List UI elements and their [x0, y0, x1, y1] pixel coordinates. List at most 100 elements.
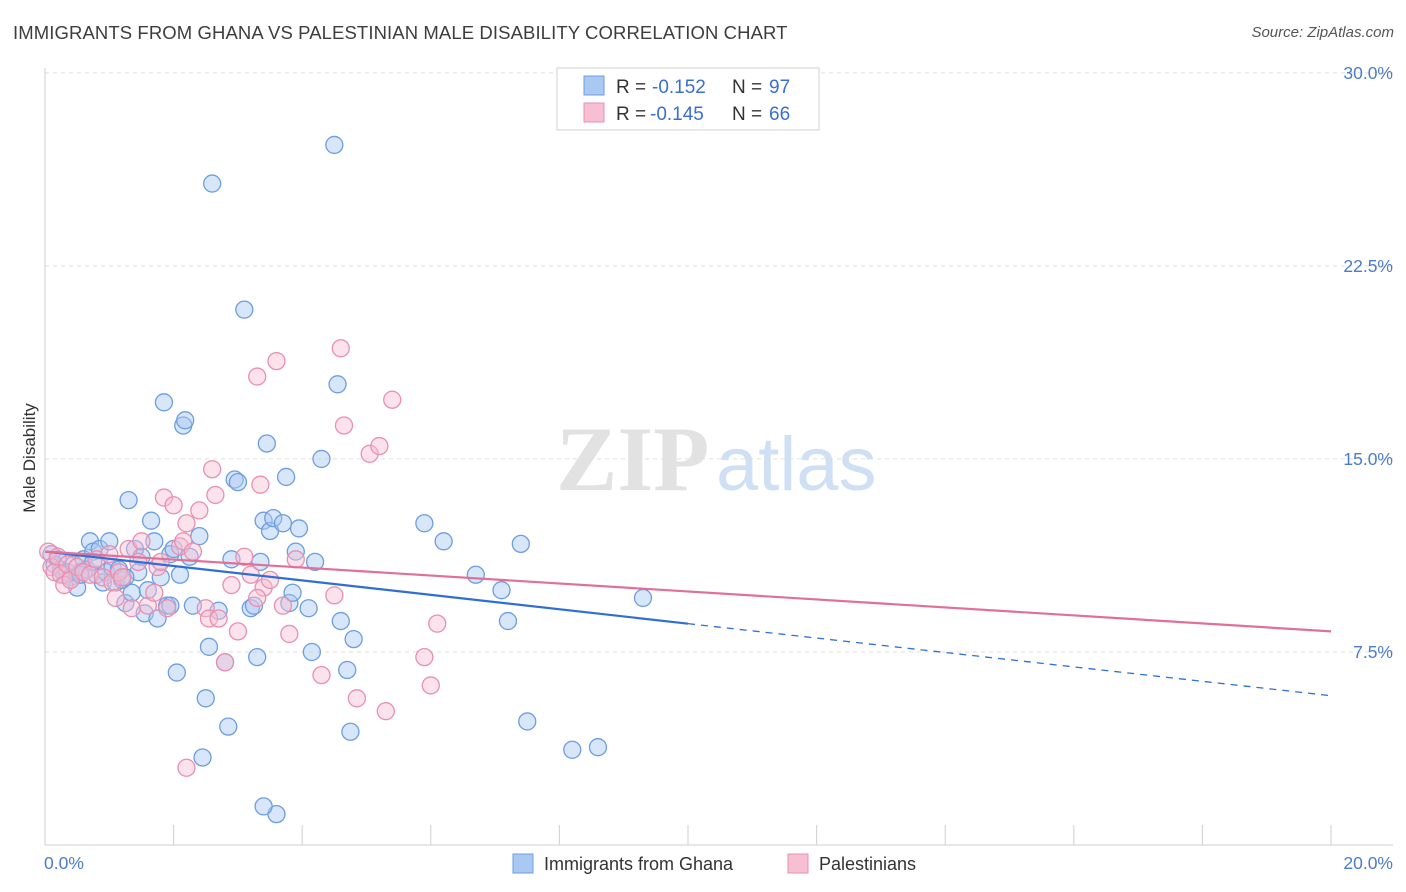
data-point: [141, 511, 161, 530]
axes: [44, 68, 1393, 846]
legend-n-label-2: N =: [732, 104, 762, 125]
data-point: [248, 367, 267, 386]
data-point: [145, 583, 164, 602]
legend-r-value-2: -0.145: [650, 104, 704, 125]
data-point: [434, 532, 453, 551]
data-point: [176, 411, 195, 430]
data-point: [248, 647, 267, 667]
trend-line-palestinians: [44, 550, 1332, 633]
data-point: [190, 501, 209, 520]
data-point: [113, 568, 132, 587]
data-point: [331, 611, 350, 631]
data-point: [302, 642, 321, 662]
data-point: [219, 717, 238, 736]
data-point: [93, 568, 113, 587]
y-tick-label: 22.5%: [1343, 256, 1393, 276]
data-point: [154, 488, 174, 507]
y-tick-label: 7.5%: [1353, 642, 1393, 662]
legend-n-label-1: N =: [732, 77, 762, 98]
data-point: [344, 629, 363, 649]
data-point: [273, 596, 293, 615]
data-point: [215, 653, 235, 672]
data-point: [264, 508, 283, 528]
data-point: [312, 665, 331, 685]
data-point: [222, 575, 241, 595]
data-point: [170, 565, 190, 584]
data-point: [167, 663, 186, 682]
data-point: [203, 460, 222, 479]
data-point: [225, 470, 244, 489]
data-point: [206, 485, 225, 505]
data-point: [193, 748, 212, 767]
data-point: [158, 599, 177, 618]
data-point: [164, 496, 183, 515]
data-point: [563, 740, 582, 759]
data-point: [122, 583, 141, 602]
data-point: [177, 514, 196, 533]
data-point: [492, 581, 511, 600]
data-point: [334, 416, 354, 435]
series-legend: Immigrants from Ghana Palestinians: [512, 853, 916, 874]
data-point: [276, 467, 296, 487]
data-point: [199, 637, 219, 656]
y-tick-label: 30.0%: [1343, 63, 1393, 83]
legend-r-label-1: R =: [616, 77, 646, 98]
data-point: [360, 444, 379, 463]
watermark-atlas: atlas: [716, 422, 877, 507]
data-point: [235, 300, 254, 319]
data-point: [161, 596, 180, 615]
data-point: [248, 588, 267, 608]
data-point: [80, 532, 100, 551]
data-point: [228, 472, 248, 492]
data-point: [299, 599, 318, 618]
data-point: [209, 609, 228, 628]
data-point: [286, 550, 305, 569]
data-point: [273, 514, 293, 533]
x-tick-label: 20.0%: [1343, 853, 1393, 873]
x-tick-label: 0.0%: [44, 853, 84, 873]
series-palestinians-points: [39, 339, 447, 777]
legend-swatch-blue: [583, 75, 605, 96]
data-point: [145, 532, 164, 551]
data-point: [376, 702, 395, 721]
data-point: [305, 552, 325, 572]
data-point: [132, 532, 151, 551]
y-axis-label: Male Disability: [20, 403, 39, 513]
data-point: [283, 583, 302, 602]
data-point: [190, 526, 209, 546]
data-point: [347, 689, 367, 708]
data-point: [177, 758, 196, 777]
chart-title: IMMIGRANTS FROM GHANA VS PALESTINIAN MAL…: [13, 22, 788, 43]
data-point: [254, 797, 273, 816]
data-point: [122, 599, 141, 618]
legend-swatch-ghana: [512, 853, 534, 874]
stats-legend: R = -0.152 N = 97 R = -0.145 N = 66: [556, 67, 820, 131]
data-point: [511, 534, 530, 554]
data-point: [328, 375, 347, 394]
data-point: [289, 519, 309, 538]
data-point: [370, 436, 389, 456]
legend-swatch-pink: [583, 102, 605, 123]
data-point: [196, 689, 215, 708]
data-point: [466, 565, 485, 584]
data-point: [109, 563, 129, 582]
data-point: [151, 568, 170, 587]
legend-label-ghana: Immigrants from Ghana: [544, 854, 734, 874]
data-point: [428, 614, 447, 633]
legend-r-value-1: -0.152: [652, 77, 706, 98]
data-point: [588, 738, 608, 757]
trend-lines: [44, 550, 1332, 697]
trend-line-ghana-extension: [687, 623, 1332, 697]
data-point: [325, 586, 344, 605]
legend-n-value-1: 97: [769, 77, 790, 98]
source-label: Source: ZipAtlas.com: [1251, 24, 1394, 41]
legend-label-palestinians: Palestinians: [819, 854, 916, 874]
data-point: [286, 542, 305, 561]
data-point: [51, 565, 71, 584]
data-point: [196, 599, 215, 618]
data-point: [251, 475, 270, 494]
axis-ticks: 7.5% 15.0% 22.5% 30.0% 0.0% 20.0%: [44, 63, 1393, 873]
data-point: [325, 135, 344, 155]
legend-swatch-palestinians: [787, 853, 809, 874]
